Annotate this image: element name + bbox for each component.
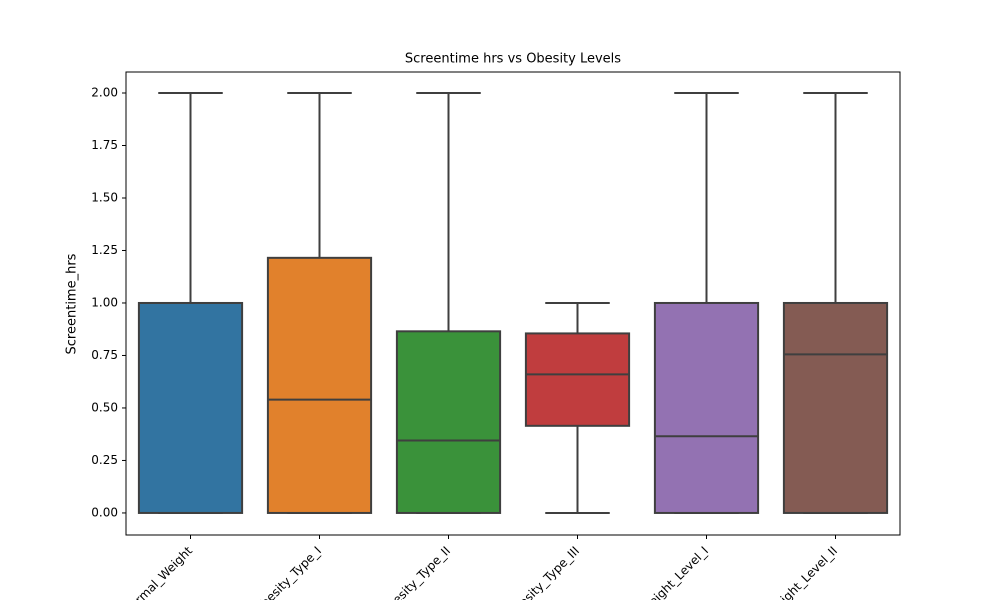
y-tick-label: 0.75 bbox=[91, 348, 118, 362]
y-tick-label: 0.00 bbox=[91, 505, 118, 519]
box bbox=[266, 256, 373, 514]
y-tick-label: 0.25 bbox=[91, 453, 118, 467]
box bbox=[524, 332, 631, 427]
chart-title: Screentime hrs vs Obesity Levels bbox=[405, 52, 621, 67]
x-tick-label: Overweight_Level_I bbox=[619, 544, 711, 600]
x-tick-label: Obesity_Type_I bbox=[251, 544, 324, 600]
x-tick-label: Normal_Weight bbox=[121, 543, 196, 600]
x-tick-label: Obesity_Type_II bbox=[378, 544, 453, 600]
box bbox=[395, 330, 502, 514]
box bbox=[782, 301, 889, 514]
box bbox=[653, 301, 760, 514]
y-axis-label: Screentime_hrs bbox=[65, 253, 80, 354]
y-tick-label: 1.75 bbox=[91, 138, 118, 152]
box bbox=[137, 301, 244, 514]
y-tick-label: 1.00 bbox=[91, 295, 118, 309]
y-tick-label: 1.50 bbox=[91, 190, 118, 204]
x-tick-label: Obesity_Type_III bbox=[504, 544, 582, 600]
x-tick-label: Overweight_Level_II bbox=[745, 544, 840, 600]
y-tick-label: 0.50 bbox=[91, 400, 118, 414]
y-tick-label: 1.25 bbox=[91, 243, 118, 257]
y-tick-label: 2.00 bbox=[91, 85, 118, 99]
plot-frame bbox=[125, 71, 901, 536]
